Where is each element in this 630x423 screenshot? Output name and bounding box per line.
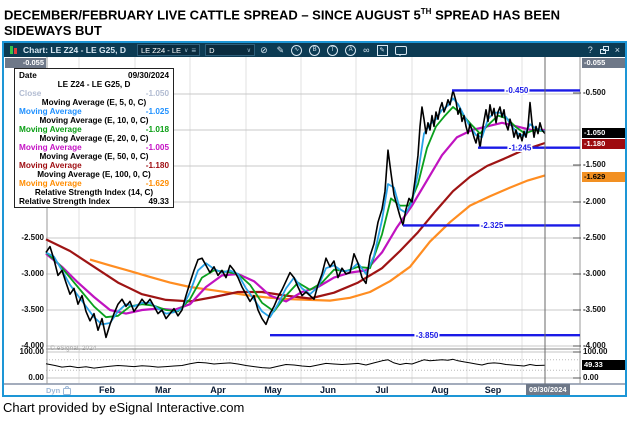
series-moving-average-e-50-0-c-: [45, 141, 546, 303]
panel-row: Moving Average (E, 50, 0, C): [39, 152, 149, 161]
panel-row: Moving Average (E, 5, 0, C): [41, 98, 147, 107]
panel-row: LE Z24 - LE G25, D: [57, 80, 131, 89]
close-window-button[interactable]: ×: [614, 45, 620, 55]
interval-dropdown[interactable]: D ∨: [205, 44, 256, 56]
window-controls: ? ×: [588, 45, 620, 55]
x-axis-month-label: Feb: [98, 385, 116, 395]
left-scale-label: -2.500: [21, 233, 44, 242]
headline-part2: SPREAD HAS BEEN SIDEWAYS BUT: [4, 7, 561, 39]
price-badge: -1.629: [582, 172, 625, 182]
panel-row: Relative Strength Index 49.33: [19, 197, 169, 206]
candlestick-icon: [9, 45, 18, 55]
annotation-icon[interactable]: A: [345, 44, 357, 56]
chart-source-caption: Chart provided by eSignal Interactive.co…: [3, 400, 245, 415]
trendline-label: -2.325: [481, 221, 504, 230]
panel-row: Moving Average (E, 20, 0, C): [39, 134, 149, 143]
panel-row: Moving Average -1.018: [19, 125, 169, 134]
x-axis-month-label: Sep: [484, 385, 502, 395]
left-scale-label: -4.000: [21, 341, 44, 350]
bar-style-icon[interactable]: B: [309, 44, 321, 56]
panel-row: Relative Strength Index (14, C): [34, 188, 154, 197]
symbol-dropdown[interactable]: LE Z24 - LE ∨ ≡: [136, 44, 201, 56]
chart-window: Chart: LE Z24 - LE G25, D LE Z24 - LE ∨ …: [2, 41, 627, 397]
price-badge: -0.055: [5, 58, 46, 68]
x-axis-month-label: Jul: [375, 385, 389, 395]
chevron-down-icon[interactable]: ∨: [184, 47, 189, 54]
symbol-value: LE Z24 - LE: [140, 45, 181, 55]
chat-bubble-icon[interactable]: [394, 46, 407, 56]
price-badge: -1.050: [582, 128, 625, 138]
left-scale-label: 100.00: [19, 347, 44, 356]
price-badge: 49.33: [582, 360, 625, 370]
panel-row: Moving Average -1.180: [19, 161, 169, 170]
x-axis-month-label: Jun: [319, 385, 337, 395]
help-button[interactable]: ?: [587, 45, 593, 55]
x-axis-month-label: Apr: [210, 385, 226, 395]
menu-icon[interactable]: ≡: [191, 45, 197, 55]
trendline-label: -3.850: [416, 331, 439, 340]
data-panel[interactable]: Date 09/30/2024 LE Z24 - LE G25, D Close -1.…: [14, 68, 174, 208]
series-rsi: [45, 358, 546, 369]
chevron-down-icon[interactable]: ∨: [246, 47, 252, 54]
right-scale-label: 0.00: [583, 373, 599, 382]
chart-body: -0.450 -1.245 -2.325 -3.850 Date 09/30/2024 L…: [4, 57, 625, 395]
headline-superscript: TH: [420, 7, 432, 16]
left-scale-label: 0.00: [28, 373, 44, 382]
panel-row: Moving Average -1.629: [19, 179, 169, 188]
panel-row: Moving Average -1.005: [19, 143, 169, 152]
panel-row: Moving Average -1.025: [19, 107, 169, 116]
price-badge: -1.180: [582, 139, 625, 149]
series-moving-average-e-100-0-c-: [89, 174, 546, 302]
x-axis-month-label: Aug: [431, 385, 449, 395]
clear-interval-icon[interactable]: ⊘: [260, 45, 268, 55]
right-scale-label: -3.000: [583, 269, 606, 278]
interval-value: D: [209, 45, 215, 55]
text-tool-icon[interactable]: T: [327, 44, 339, 56]
series-close: [45, 89, 546, 339]
dyn-label: Dyn: [46, 386, 61, 395]
pencil-draw-icon[interactable]: ✎: [276, 45, 285, 55]
left-scale-label: -3.500: [21, 305, 44, 314]
right-scale-label: 100.00: [583, 347, 608, 356]
chart-canvas[interactable]: -0.450 -1.245 -2.325 -3.850: [4, 57, 625, 395]
right-scale-label: -4.000: [583, 341, 606, 350]
headline-part1: DECEMBER/FEBRUARY LIVE CATTLE SPREAD – S…: [4, 7, 421, 23]
dynamic-scale-control[interactable]: Dyn: [46, 386, 72, 395]
right-scale-label: -2.500: [583, 233, 606, 242]
panel-row: Date 09/30/2024: [19, 71, 169, 80]
left-scale-label: -3.000: [21, 269, 44, 278]
window-titlebar[interactable]: Chart: LE Z24 - LE G25, D LE Z24 - LE ∨ …: [4, 43, 625, 57]
panel-row: Moving Average (E, 10, 0, C): [39, 116, 149, 125]
trendline-label: -0.450: [506, 86, 529, 95]
x-axis-month-label: May: [264, 385, 282, 395]
right-scale-label: -2.000: [583, 197, 606, 206]
price-badge: -0.055: [582, 58, 625, 68]
restore-window-button[interactable]: [599, 46, 609, 54]
esignal-watermark: © eSignal, 2024: [50, 345, 97, 352]
link-symbol-icon[interactable]: ∞: [363, 45, 370, 55]
window-title: Chart: LE Z24 - LE G25, D: [23, 45, 126, 55]
x-axis-month-label: Mar: [154, 385, 172, 395]
lock-icon[interactable]: [63, 386, 72, 395]
right-scale-label: -1.500: [583, 160, 606, 169]
panel-row: Close -1.050: [19, 89, 169, 98]
right-scale-label: -3.500: [583, 305, 606, 314]
right-scale-label: -0.500: [583, 88, 606, 97]
indicator-wave-icon[interactable]: ∿: [291, 44, 303, 56]
trendline-label: -1.245: [509, 143, 532, 152]
cursor-date-badge: 09/30/2024: [526, 384, 570, 395]
note-edit-icon[interactable]: ✎: [376, 44, 388, 56]
panel-row: Moving Average (E, 100, 0, C): [37, 170, 151, 179]
toolbar-icons: ✎ ∿ B T A ∞ ✎: [276, 44, 407, 56]
